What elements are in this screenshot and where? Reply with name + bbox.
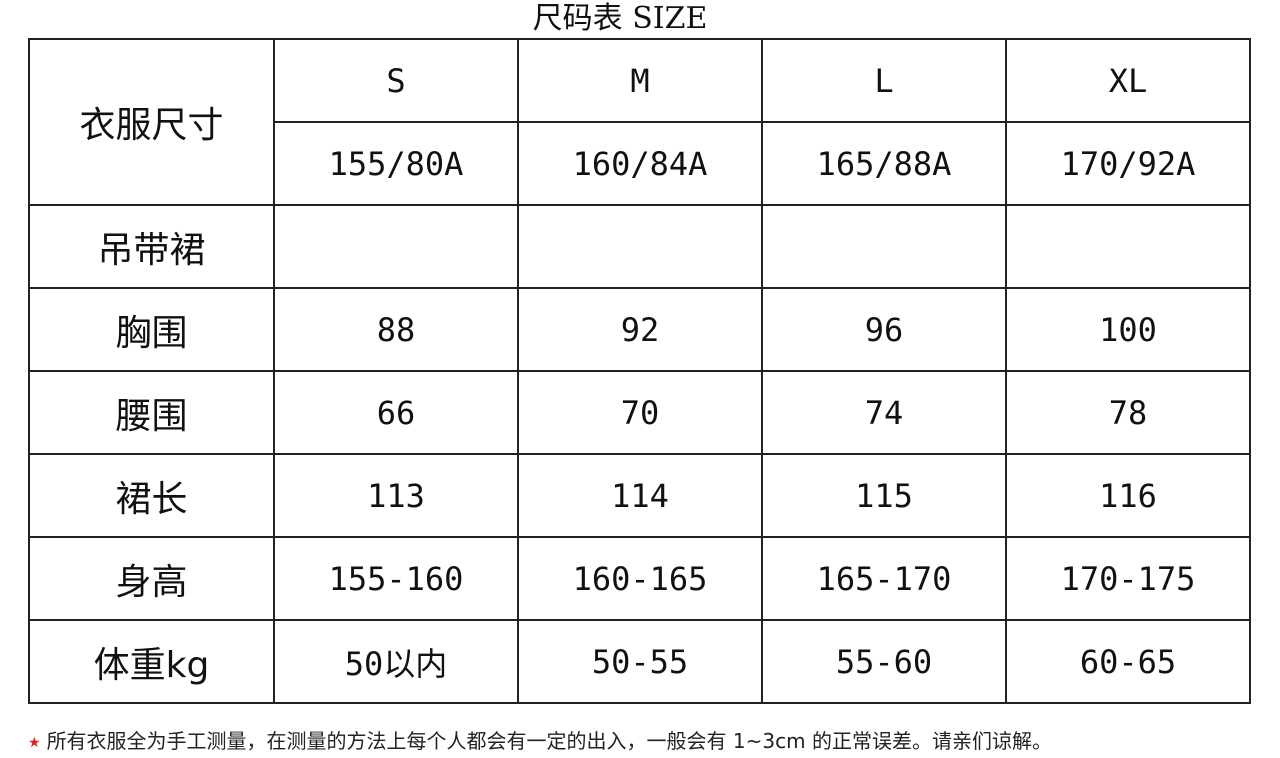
table-cell: 88 [273,287,519,372]
corner-label: 衣服尺寸 [28,38,275,206]
table-cell: 74 [761,370,1007,455]
size-code: 165/88A [761,121,1007,206]
table-row-size-codes: 155/80A 160/84A 165/88A 170/92A [29,121,1251,206]
table-cell [273,204,519,289]
size-chart-table: 衣服尺寸 S M L XL 155/80A 160/84A 165/88A 17… [28,38,1251,704]
size-code: 160/84A [517,121,763,206]
row-label: 腰围 [28,370,275,455]
table-cell: 78 [1005,370,1251,455]
row-label: 胸围 [28,287,275,372]
table-cell: 50以内 [273,619,519,704]
table-row: 胸围 88 92 96 100 [28,287,1251,372]
table-cell: 55-60 [761,619,1007,704]
table-cell: 170-175 [1005,536,1251,621]
footnote-text: 所有衣服全为手工测量，在测量的方法上每个人都会有一定的出入，一般会有 1~3cm… [46,729,1052,753]
table-cell: 70 [517,370,763,455]
section-label: 吊带裙 [28,204,275,289]
table-cell [517,204,763,289]
table-cell: 92 [517,287,763,372]
table-cell: 113 [273,453,519,538]
table-row: 腰围 66 70 74 78 [28,370,1251,455]
row-label: 身高 [28,536,275,621]
table-cell [1005,204,1251,289]
footnote: ★ 所有衣服全为手工测量，在测量的方法上每个人都会有一定的出入，一般会有 1~3c… [28,728,1052,756]
size-header: XL [1005,38,1251,123]
table-cell: 115 [761,453,1007,538]
table-row: 裙长 113 114 115 116 [28,453,1251,538]
row-label: 体重kg [28,619,275,704]
table-cell: 66 [273,370,519,455]
table-cell: 50-55 [517,619,763,704]
table-cell: 100 [1005,287,1251,372]
table-cell: 96 [761,287,1007,372]
size-header: L [761,38,1007,123]
table-cell: 60-65 [1005,619,1251,704]
table-cell: 160-165 [517,536,763,621]
size-code: 155/80A [273,121,519,206]
table-cell [761,204,1007,289]
size-header: M [517,38,763,123]
table-row-sizes: 衣服尺寸 S M L XL [28,38,1251,206]
size-header: S [273,38,519,123]
table-row: 身高 155-160 160-165 165-170 170-175 [28,536,1251,621]
page-title: 尺码表 SIZE [532,1,708,36]
table-cell: 114 [517,453,763,538]
table-row: 体重kg 50以内 50-55 55-60 60-65 [28,619,1251,704]
row-label: 裙长 [28,453,275,538]
star-icon: ★ [28,734,41,751]
table-cell: 155-160 [273,536,519,621]
size-code: 170/92A [1005,121,1251,206]
table-cell: 165-170 [761,536,1007,621]
table-cell: 116 [1005,453,1251,538]
table-row-section: 吊带裙 [28,204,1251,289]
